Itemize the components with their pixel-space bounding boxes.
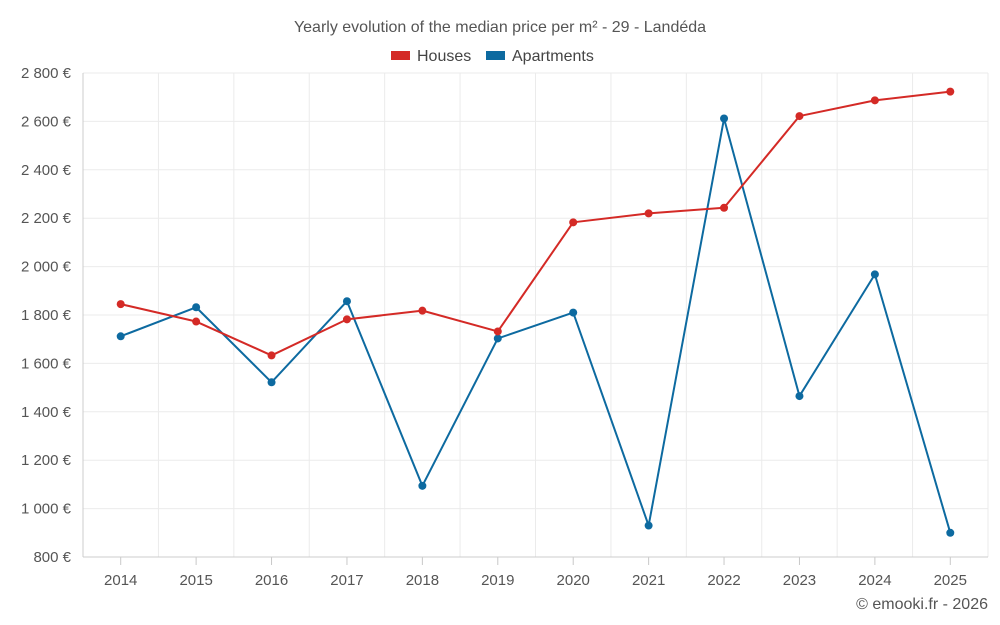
data-point-houses[interactable] bbox=[267, 351, 276, 360]
y-tick-label: 2 600 € bbox=[21, 113, 72, 130]
data-point-apartments[interactable] bbox=[569, 308, 578, 317]
y-tick-label: 1 200 € bbox=[21, 452, 72, 469]
series bbox=[116, 87, 955, 537]
series-houses bbox=[116, 87, 955, 360]
series-line-apartments bbox=[120, 117, 952, 534]
data-point-apartments[interactable] bbox=[946, 528, 955, 537]
x-tick-label: 2023 bbox=[783, 572, 816, 589]
series-line-houses bbox=[120, 90, 951, 357]
legend-label-houses: Houses bbox=[417, 48, 471, 65]
y-axis: 800 € 1 000 € 1 200 € 1 400 € 1 600 € 1 800 €… bbox=[21, 65, 84, 566]
data-point-apartments[interactable] bbox=[720, 114, 729, 123]
data-point-apartments[interactable] bbox=[342, 297, 351, 306]
data-point-apartments[interactable] bbox=[493, 334, 502, 343]
y-tick-label: 2 800 € bbox=[21, 65, 72, 82]
data-point-houses[interactable] bbox=[720, 203, 729, 212]
y-tick-label: 2 200 € bbox=[21, 210, 72, 227]
y-tick-label: 1 400 € bbox=[21, 404, 72, 421]
data-point-houses[interactable] bbox=[569, 218, 578, 227]
y-tick-label: 1 800 € bbox=[21, 307, 72, 324]
x-tick-label: 2020 bbox=[557, 572, 590, 589]
legend-swatch-houses bbox=[391, 51, 410, 60]
data-point-apartments[interactable] bbox=[192, 303, 201, 312]
legend-label-apartments: Apartments bbox=[512, 48, 594, 65]
series-apartments bbox=[116, 114, 955, 537]
x-tick-label: 2016 bbox=[255, 572, 288, 589]
data-point-houses[interactable] bbox=[342, 315, 351, 324]
data-point-apartments[interactable] bbox=[644, 521, 653, 530]
x-axis: 2014 2015 2016 2017 2018 2019 2020 2021 2022 2023… bbox=[83, 556, 988, 589]
x-tick-label: 2017 bbox=[330, 572, 363, 589]
data-point-houses[interactable] bbox=[493, 327, 502, 336]
data-point-apartments[interactable] bbox=[116, 332, 125, 341]
data-point-houses[interactable] bbox=[644, 209, 653, 218]
legend-item-apartments[interactable]: Apartments bbox=[486, 48, 594, 65]
x-tick-label: 2014 bbox=[104, 572, 137, 589]
credit-text: © emooki.fr - 2026 bbox=[856, 596, 988, 613]
data-point-houses[interactable] bbox=[870, 96, 879, 105]
y-tick-label: 2 000 € bbox=[21, 259, 72, 276]
data-point-apartments[interactable] bbox=[418, 481, 427, 490]
data-point-apartments[interactable] bbox=[870, 270, 879, 279]
x-tick-label: 2025 bbox=[934, 572, 967, 589]
x-tick-label: 2015 bbox=[179, 572, 212, 589]
x-tick-label: 2024 bbox=[858, 572, 891, 589]
x-tick-label: 2021 bbox=[632, 572, 665, 589]
data-point-apartments[interactable] bbox=[267, 378, 276, 387]
data-point-apartments[interactable] bbox=[795, 392, 804, 401]
x-tick-label: 2019 bbox=[481, 572, 514, 589]
data-point-houses[interactable] bbox=[795, 112, 804, 121]
y-tick-label: 1 600 € bbox=[21, 355, 72, 372]
data-point-houses[interactable] bbox=[946, 87, 955, 96]
y-tick-label: 2 400 € bbox=[21, 162, 72, 179]
legend-item-houses[interactable]: Houses bbox=[391, 48, 471, 65]
data-point-houses[interactable] bbox=[192, 317, 201, 326]
chart-title: Yearly evolution of the median price per… bbox=[294, 19, 706, 36]
data-point-houses[interactable] bbox=[116, 300, 125, 309]
x-tick-label: 2018 bbox=[406, 572, 439, 589]
legend-swatch-apartments bbox=[486, 51, 505, 60]
x-tick-label: 2022 bbox=[707, 572, 740, 589]
y-tick-label: 800 € bbox=[33, 549, 71, 566]
grid bbox=[82, 72, 989, 557]
legend: Houses Apartments bbox=[391, 48, 594, 65]
data-point-houses[interactable] bbox=[418, 306, 427, 315]
y-tick-label: 1 000 € bbox=[21, 501, 72, 518]
